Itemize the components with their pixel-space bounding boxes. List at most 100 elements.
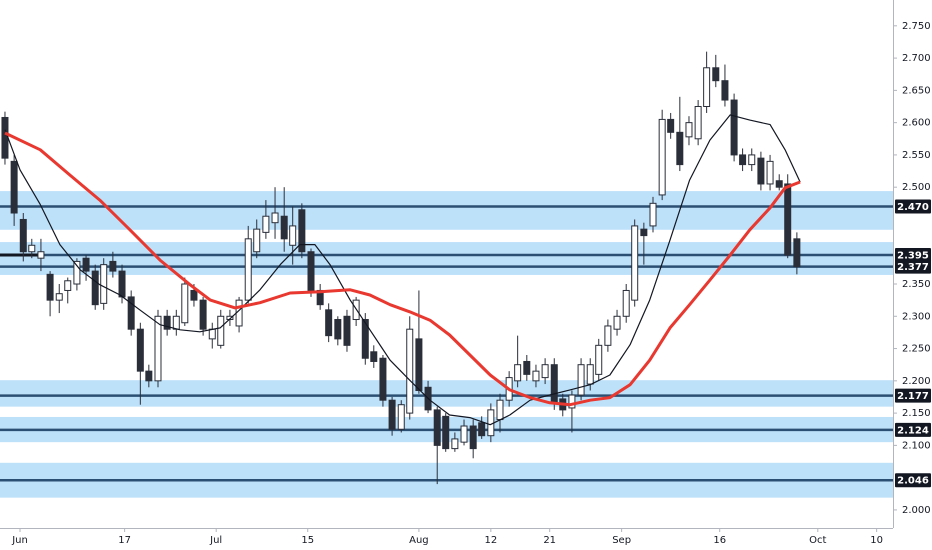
- candle-body: [550, 364, 558, 404]
- candle-body: [730, 99, 738, 156]
- y-tick-label: 2.550: [902, 150, 931, 161]
- candle-body: [109, 260, 117, 272]
- candle-body: [208, 328, 216, 340]
- candle-body: [712, 67, 720, 82]
- candle-body: [244, 238, 252, 301]
- candle-body: [703, 67, 711, 108]
- y-tick-label: 2.600: [902, 118, 931, 129]
- candle-body: [523, 360, 531, 375]
- y-tick-label: 2.000: [902, 505, 931, 516]
- candle-body: [451, 438, 459, 450]
- candle-body: [622, 289, 630, 317]
- candle-body: [64, 280, 72, 291]
- level-label: 2.124: [897, 425, 929, 436]
- candle-body: [568, 394, 576, 409]
- y-tick-label: 2.650: [902, 85, 931, 96]
- candle-body: [667, 118, 675, 133]
- level-label-box: [895, 259, 931, 274]
- candle-body: [334, 319, 342, 340]
- candle-body: [388, 399, 396, 430]
- y-tick-label: 2.100: [902, 440, 931, 451]
- candle-body: [775, 180, 783, 188]
- candle-body: [10, 160, 18, 214]
- candle-body: [460, 425, 468, 443]
- candle-body: [55, 293, 63, 301]
- candle-body: [127, 296, 135, 330]
- candle-body: [658, 118, 666, 196]
- candle-body: [253, 228, 261, 253]
- x-tick-label: Jul: [209, 535, 222, 546]
- x-tick-label: Sep: [612, 535, 631, 546]
- candle-body: [766, 160, 774, 185]
- candle-body: [118, 270, 126, 298]
- candle-body: [721, 80, 729, 101]
- candle-body: [442, 415, 450, 450]
- y-tick-label: 2.700: [902, 53, 931, 64]
- candle-body: [307, 251, 315, 291]
- level-label-box: [895, 199, 931, 214]
- y-tick-label: 2.500: [902, 182, 931, 193]
- x-tick-label: 17: [118, 535, 131, 546]
- zone: [0, 380, 893, 407]
- candle-body: [397, 404, 405, 430]
- candle-body: [379, 357, 387, 401]
- candle-body: [757, 157, 765, 185]
- candle-body: [370, 351, 378, 362]
- candle-body: [145, 370, 153, 382]
- candle-body: [280, 215, 288, 240]
- candle-body: [577, 364, 585, 396]
- x-tick-label: 15: [301, 535, 314, 546]
- candle-body: [181, 283, 189, 324]
- y-tick-label: 2.750: [902, 21, 931, 32]
- candle-body: [271, 212, 279, 224]
- candle-body: [415, 338, 423, 392]
- candle-body: [136, 328, 144, 372]
- candle-body: [82, 257, 90, 272]
- candle-body: [640, 228, 648, 237]
- candle-body: [784, 183, 792, 256]
- candle-body: [1, 116, 9, 159]
- candle-body: [586, 364, 594, 385]
- candle-body: [361, 319, 369, 359]
- candle-body: [478, 422, 486, 437]
- candle-body: [748, 154, 756, 166]
- candle-body: [46, 273, 54, 301]
- moving-average: [4, 131, 801, 407]
- moving-average: [4, 114, 801, 426]
- candle-body: [496, 399, 504, 421]
- y-tick-label: 2.150: [902, 408, 931, 419]
- y-tick-label: 2.250: [902, 344, 931, 355]
- level-label: 2.046: [897, 476, 929, 487]
- candle-body: [217, 315, 225, 346]
- candle-body: [262, 215, 270, 233]
- x-tick-label: 21: [543, 535, 556, 546]
- zone: [0, 191, 893, 230]
- candle-body: [343, 315, 351, 346]
- candle-body: [595, 344, 603, 375]
- level-label-box: [895, 422, 931, 437]
- y-tick-label: 2.350: [902, 279, 931, 290]
- y-tick-label: 2.300: [902, 311, 931, 322]
- candle-body: [325, 309, 333, 337]
- x-tick-label: Aug: [409, 535, 429, 546]
- level-label: 2.377: [897, 262, 929, 273]
- x-tick-label: 12: [484, 535, 497, 546]
- x-tick-label: Jun: [11, 535, 28, 546]
- level-label-box: [895, 247, 931, 262]
- level-label: 2.395: [897, 250, 929, 261]
- level-label: 2.177: [897, 391, 929, 402]
- candle-body: [613, 315, 621, 330]
- candle-body: [28, 244, 36, 253]
- candle-body: [649, 202, 657, 227]
- candle-body: [37, 251, 45, 259]
- candle-body: [532, 370, 540, 382]
- candle-body: [199, 299, 207, 330]
- level-label: 2.470: [897, 202, 929, 213]
- candle-body: [631, 225, 639, 301]
- candle-body: [19, 218, 27, 253]
- candle-body: [172, 315, 180, 330]
- candle-body: [433, 409, 441, 446]
- candle-body: [469, 425, 477, 450]
